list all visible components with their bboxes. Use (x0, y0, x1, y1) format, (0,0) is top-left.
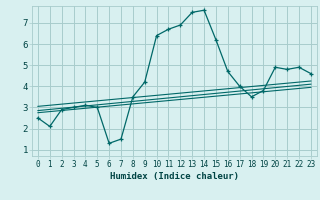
X-axis label: Humidex (Indice chaleur): Humidex (Indice chaleur) (110, 172, 239, 181)
